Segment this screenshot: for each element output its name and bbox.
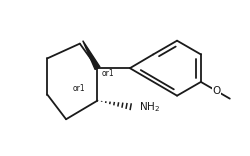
Text: NH$_2$: NH$_2$	[139, 101, 160, 114]
Text: O: O	[212, 86, 220, 96]
Text: or1: or1	[102, 69, 114, 78]
Polygon shape	[83, 41, 100, 69]
Text: or1: or1	[73, 84, 86, 93]
